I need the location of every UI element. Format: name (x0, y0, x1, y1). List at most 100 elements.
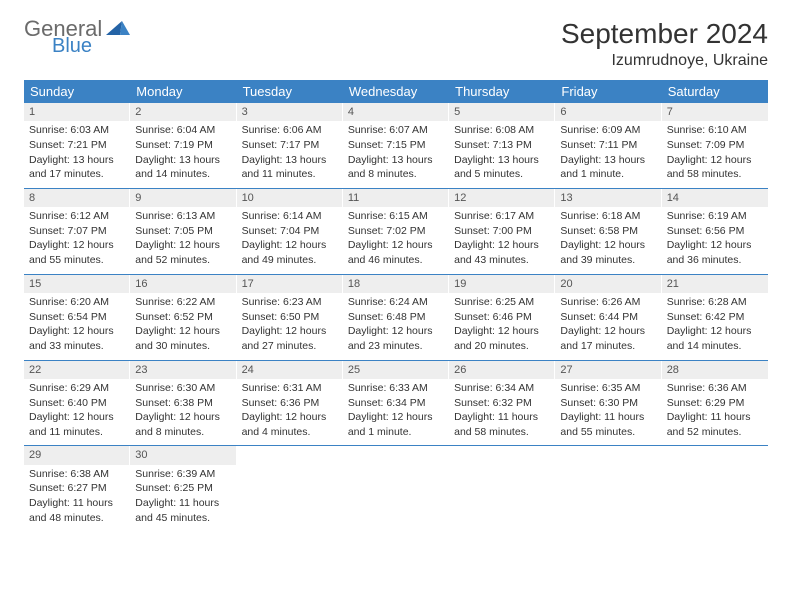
day-cell: 10Sunrise: 6:14 AMSunset: 7:04 PMDayligh… (237, 189, 343, 274)
logo-text-blue: Blue (52, 36, 130, 56)
day-line-d2: and 4 minutes. (242, 426, 338, 440)
day-cell: 5Sunrise: 6:08 AMSunset: 7:13 PMDaylight… (449, 103, 555, 188)
day-line-d1: Daylight: 13 hours (242, 154, 338, 168)
day-cell: 9Sunrise: 6:13 AMSunset: 7:05 PMDaylight… (130, 189, 236, 274)
day-line-d2: and 14 minutes. (667, 340, 763, 354)
day-number: 26 (449, 361, 555, 379)
title-block: September 2024 Izumrudnoye, Ukraine (561, 18, 768, 70)
day-cell: 4Sunrise: 6:07 AMSunset: 7:15 PMDaylight… (343, 103, 449, 188)
day-line-sunset: Sunset: 7:05 PM (135, 225, 231, 239)
day-number: 28 (662, 361, 768, 379)
day-number: 9 (130, 189, 236, 207)
day-cell (662, 446, 768, 531)
day-body: Sunrise: 6:35 AMSunset: 6:30 PMDaylight:… (555, 379, 661, 446)
day-line-sunrise: Sunrise: 6:09 AM (560, 124, 656, 138)
header: General Blue September 2024 Izumrudnoye,… (24, 18, 768, 70)
day-body: Sunrise: 6:30 AMSunset: 6:38 PMDaylight:… (130, 379, 236, 446)
week-row: 29Sunrise: 6:38 AMSunset: 6:27 PMDayligh… (24, 446, 768, 531)
day-cell: 30Sunrise: 6:39 AMSunset: 6:25 PMDayligh… (130, 446, 236, 531)
day-cell: 20 Sunrise: 6:26 AMSunset: 6:44 PMDayligh… (555, 275, 661, 360)
day-body: Sunrise: 6:08 AMSunset: 7:13 PMDaylight:… (449, 121, 555, 188)
day-line-sunrise: Sunrise: 6:04 AM (135, 124, 231, 138)
day-line-sunset: Sunset: 6:54 PM (29, 311, 125, 325)
day-line-d2: and 30 minutes. (135, 340, 231, 354)
day-cell: 3Sunrise: 6:06 AMSunset: 7:17 PMDaylight… (237, 103, 343, 188)
day-line-d2: and 46 minutes. (348, 254, 444, 268)
location: Izumrudnoye, Ukraine (561, 52, 768, 70)
day-line-sunset: Sunset: 6:48 PM (348, 311, 444, 325)
day-cell: 17Sunrise: 6:23 AMSunset: 6:50 PMDayligh… (237, 275, 343, 360)
day-line-sunset: Sunset: 6:29 PM (667, 397, 763, 411)
day-line-sunrise: Sunrise: 6:17 AM (454, 210, 550, 224)
day-line-d1: Daylight: 12 hours (242, 239, 338, 253)
day-number: 7 (662, 103, 768, 121)
day-line-d1: Daylight: 12 hours (560, 325, 656, 339)
day-cell: 8Sunrise: 6:12 AMSunset: 7:07 PMDaylight… (24, 189, 130, 274)
day-line-sunrise: Sunrise: 6:07 AM (348, 124, 444, 138)
day-cell: 23Sunrise: 6:30 AMSunset: 6:38 PMDayligh… (130, 361, 236, 446)
day-line-d1: Daylight: 12 hours (29, 411, 125, 425)
day-line-sunset: Sunset: 6:32 PM (454, 397, 550, 411)
calendar-grid: SundayMondayTuesdayWednesdayThursdayFrid… (24, 80, 768, 531)
day-line-d1: Daylight: 12 hours (348, 239, 444, 253)
day-header-row: SundayMondayTuesdayWednesdayThursdayFrid… (24, 80, 768, 103)
day-line-sunset: Sunset: 6:52 PM (135, 311, 231, 325)
day-line-d1: Daylight: 13 hours (135, 154, 231, 168)
logo: General Blue (24, 18, 130, 56)
day-number: 20 (555, 275, 661, 293)
day-line-d2: and 55 minutes. (560, 426, 656, 440)
day-line-d1: Daylight: 12 hours (667, 239, 763, 253)
day-line-sunset: Sunset: 6:27 PM (29, 482, 125, 496)
day-line-d2: and 5 minutes. (454, 168, 550, 182)
day-line-sunrise: Sunrise: 6:24 AM (348, 296, 444, 310)
day-body: Sunrise: 6:17 AMSunset: 7:00 PMDaylight:… (449, 207, 555, 274)
day-body: Sunrise: 6:24 AMSunset: 6:48 PMDaylight:… (343, 293, 449, 360)
day-number: 11 (343, 189, 449, 207)
day-line-d2: and 20 minutes. (454, 340, 550, 354)
day-line-sunrise: Sunrise: 6:30 AM (135, 382, 231, 396)
day-line-d1: Daylight: 12 hours (29, 239, 125, 253)
day-cell: 21Sunrise: 6:28 AMSunset: 6:42 PMDayligh… (662, 275, 768, 360)
day-body: Sunrise: 6:25 AMSunset: 6:46 PMDaylight:… (449, 293, 555, 360)
day-body: Sunrise: 6:23 AMSunset: 6:50 PMDaylight:… (237, 293, 343, 360)
day-body: Sunrise: 6:10 AMSunset: 7:09 PMDaylight:… (662, 121, 768, 188)
day-body: Sunrise: 6:06 AMSunset: 7:17 PMDaylight:… (237, 121, 343, 188)
day-line-sunset: Sunset: 6:44 PM (560, 311, 656, 325)
day-line-sunrise: Sunrise: 6:39 AM (135, 468, 231, 482)
day-number: 10 (237, 189, 343, 207)
day-line-d2: and 11 minutes. (29, 426, 125, 440)
day-line-sunrise: Sunrise: 6:18 AM (560, 210, 656, 224)
day-line-d1: Daylight: 11 hours (135, 497, 231, 511)
day-cell: 24Sunrise: 6:31 AMSunset: 6:36 PMDayligh… (237, 361, 343, 446)
day-line-d2: and 11 minutes. (242, 168, 338, 182)
day-line-sunset: Sunset: 6:30 PM (560, 397, 656, 411)
day-cell (449, 446, 555, 531)
day-number: 1 (24, 103, 130, 121)
day-line-sunset: Sunset: 7:15 PM (348, 139, 444, 153)
day-line-d2: and 33 minutes. (29, 340, 125, 354)
day-line-sunrise: Sunrise: 6:38 AM (29, 468, 125, 482)
day-cell: 2Sunrise: 6:04 AMSunset: 7:19 PMDaylight… (130, 103, 236, 188)
week-row: 22Sunrise: 6:29 AMSunset: 6:40 PMDayligh… (24, 361, 768, 447)
day-number: 18 (343, 275, 449, 293)
day-number: 12 (449, 189, 555, 207)
day-line-d2: and 1 minute. (348, 426, 444, 440)
day-line-sunrise: Sunrise: 6:26 AM (560, 296, 656, 310)
day-line-sunset: Sunset: 6:56 PM (667, 225, 763, 239)
day-body: Sunrise: 6:36 AMSunset: 6:29 PMDaylight:… (662, 379, 768, 446)
day-line-sunset: Sunset: 6:42 PM (667, 311, 763, 325)
day-line-d2: and 27 minutes. (242, 340, 338, 354)
day-line-d1: Daylight: 12 hours (667, 325, 763, 339)
day-body: Sunrise: 6:13 AMSunset: 7:05 PMDaylight:… (130, 207, 236, 274)
day-body: Sunrise: 6:04 AMSunset: 7:19 PMDaylight:… (130, 121, 236, 188)
day-cell (343, 446, 449, 531)
day-line-d1: Daylight: 13 hours (454, 154, 550, 168)
day-line-sunrise: Sunrise: 6:03 AM (29, 124, 125, 138)
week-row: 1Sunrise: 6:03 AMSunset: 7:21 PMDaylight… (24, 103, 768, 189)
day-cell: 7Sunrise: 6:10 AMSunset: 7:09 PMDaylight… (662, 103, 768, 188)
day-body: Sunrise: 6:19 AMSunset: 6:56 PMDaylight:… (662, 207, 768, 274)
day-line-d2: and 58 minutes. (667, 168, 763, 182)
day-line-d1: Daylight: 11 hours (454, 411, 550, 425)
day-body: Sunrise: 6:31 AMSunset: 6:36 PMDaylight:… (237, 379, 343, 446)
day-line-sunrise: Sunrise: 6:35 AM (560, 382, 656, 396)
